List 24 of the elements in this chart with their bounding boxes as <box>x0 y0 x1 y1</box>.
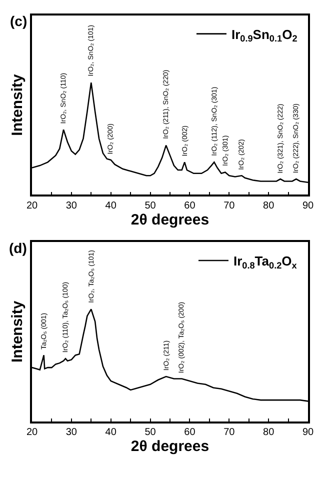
legend-label: Ir$_{0.9}$Sn$_{0.1}$O$_{2}$ <box>231 26 298 44</box>
x-tick-label: 90 <box>302 200 314 212</box>
y-axis-title: Intensity <box>9 73 26 136</box>
x-tick-label: 60 <box>184 200 196 212</box>
x-tick-label: 70 <box>224 427 236 438</box>
x-axis-title: 2θ degrees <box>130 438 210 456</box>
y-axis-title: Intensity <box>9 300 26 363</box>
chart-title: (c) <box>10 13 28 29</box>
x-tick-label: 50 <box>144 427 156 438</box>
x-tick-label: 40 <box>105 427 117 438</box>
x-tick-label: 30 <box>66 427 78 438</box>
x-tick-label: 70 <box>224 200 236 212</box>
x-tick-label: 20 <box>26 427 38 438</box>
x-tick-label: 40 <box>105 200 117 212</box>
x-tick-label: 80 <box>263 427 275 438</box>
legend-label: Ir$_{0.8}$Ta$_{0.2}$O$_{x}$ <box>233 254 297 270</box>
x-tick-label: 30 <box>66 200 78 212</box>
chart-title: (d) <box>9 240 27 256</box>
x-tick-label: 90 <box>302 427 314 438</box>
x-tick-label: 60 <box>184 427 196 438</box>
x-axis-title: 2θ degrees <box>130 211 210 228</box>
x-tick-label: 50 <box>144 200 156 212</box>
x-tick-label: 20 <box>26 200 38 212</box>
x-tick-label: 80 <box>263 200 275 212</box>
